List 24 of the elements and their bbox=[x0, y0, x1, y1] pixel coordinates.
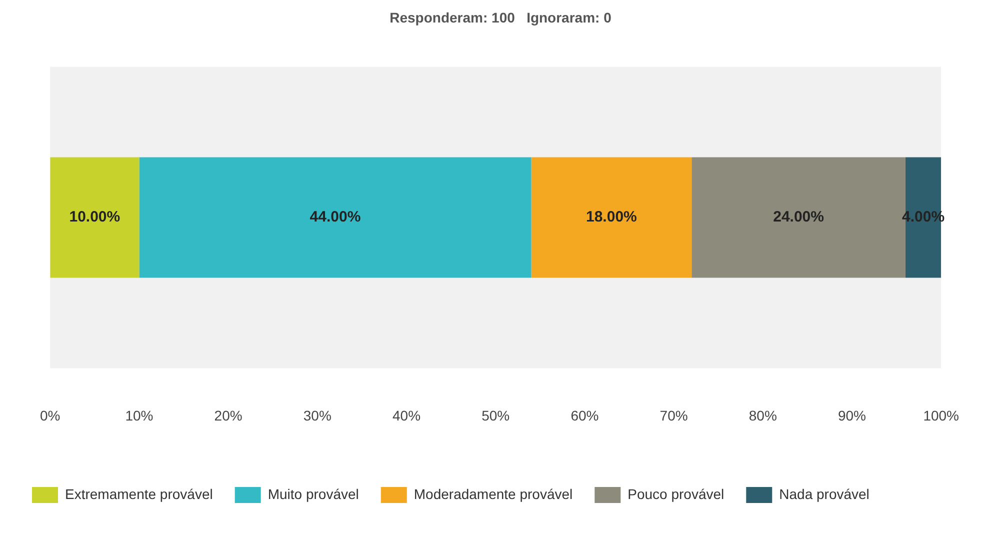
x-tick-label: 0% bbox=[40, 407, 60, 424]
bar bbox=[50, 157, 140, 278]
x-tick-label: 10% bbox=[125, 407, 154, 424]
x-tick-label: 80% bbox=[748, 407, 777, 424]
x-tick-label: 30% bbox=[303, 407, 332, 424]
data-label: 24.00% bbox=[773, 208, 824, 226]
legend-label: Moderadamente provável bbox=[414, 486, 573, 502]
x-tick-label: 60% bbox=[570, 407, 599, 424]
data-label: 10.00% bbox=[69, 208, 120, 226]
x-tick-label: 100% bbox=[923, 407, 960, 424]
x-tick-label: 90% bbox=[838, 407, 866, 424]
data-label: 44.00% bbox=[310, 208, 361, 226]
bar bbox=[531, 157, 692, 278]
x-tick-label: 20% bbox=[214, 407, 242, 424]
x-tick-label: 50% bbox=[482, 407, 510, 424]
legend-label: Nada provável bbox=[779, 486, 870, 502]
chart-title: Responderam: 100 Ignoraram: 0 bbox=[390, 9, 612, 26]
x-tick-label: 70% bbox=[660, 407, 688, 424]
legend-label: Muito provável bbox=[268, 486, 359, 502]
legend-label: Extremamente provável bbox=[65, 486, 213, 502]
bar bbox=[139, 157, 532, 278]
legend-label: Pouco provável bbox=[628, 486, 724, 502]
data-label: 18.00% bbox=[586, 208, 637, 226]
x-tick-label: 40% bbox=[392, 407, 421, 424]
